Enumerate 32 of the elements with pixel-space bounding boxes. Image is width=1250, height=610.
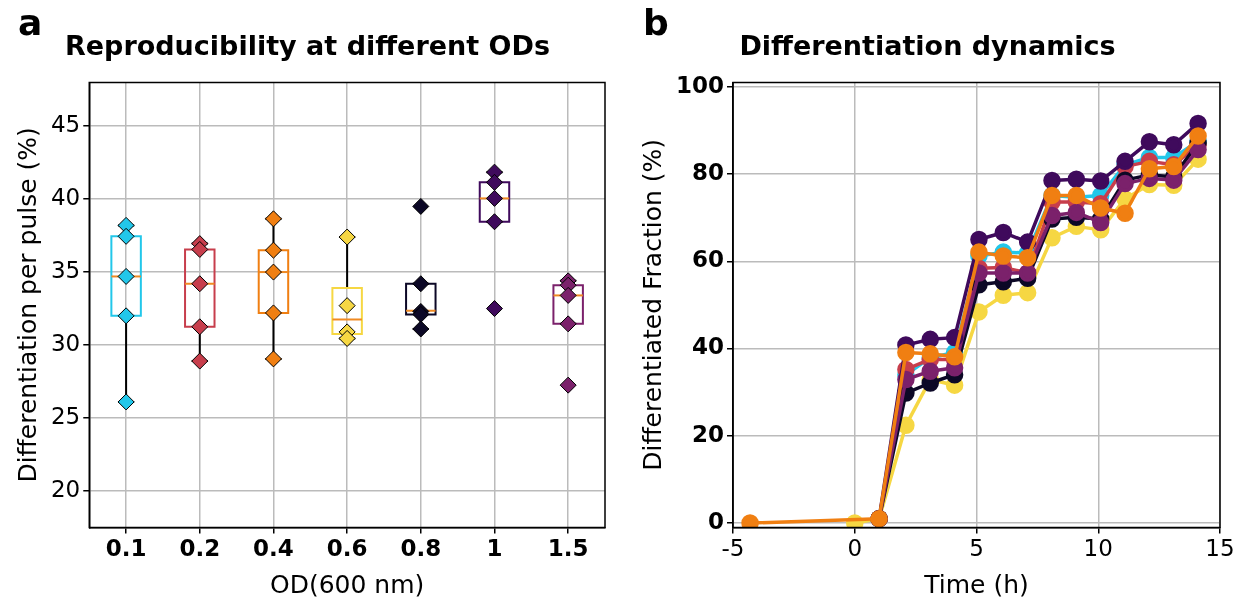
y-tick-label: 80 [691,158,725,185]
y-tick-label: 100 [675,71,725,98]
y-tick-label: 40 [691,333,725,360]
y-tick-label: 20 [50,475,81,502]
text: a [18,2,43,44]
text: b [643,2,669,44]
x-tick-label: 0.8 [400,535,442,562]
chart-title: Reproducibility at different ODs [65,30,550,62]
x-tick-label: 1.5 [547,535,589,562]
y-tick-label: 35 [50,257,81,284]
x-tick-label: 0 [847,535,863,562]
x-tick-label: 1 [486,535,503,562]
x-axis-title: Time (h) [923,569,1029,599]
y-tick-label: 0 [707,508,725,535]
y-tick-label: 45 [50,111,81,138]
y-tick-label: 30 [50,329,81,356]
x-tick-label: 10 [1083,535,1113,562]
x-tick-label: 0.2 [179,535,221,562]
y-axis-title: Differentiation per pulse (%) [12,127,42,483]
y-tick-label: 20 [691,420,725,447]
x-axis-title: OD(600 nm) [269,569,425,599]
x-tick-label: 0.4 [253,535,294,562]
y-tick-label: 60 [691,246,725,273]
x-tick-label: 0.1 [105,535,147,562]
x-tick-label: 5 [969,535,984,562]
x-tick-label: 15 [1205,535,1235,562]
y-tick-label: 40 [50,184,81,211]
chart-title: Differentiation dynamics [739,30,1116,62]
y-tick-label: 25 [50,402,81,429]
y-axis-title: Differentiated Fraction (%) [637,138,667,471]
x-tick-label: -5 [721,535,745,562]
x-tick-label: 0.6 [326,535,368,562]
